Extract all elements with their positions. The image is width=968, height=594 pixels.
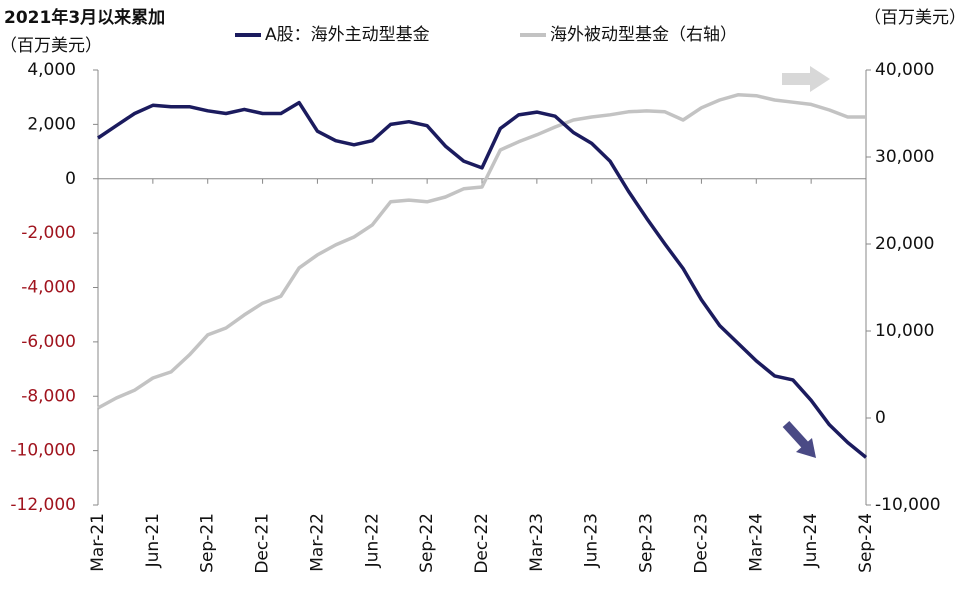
y-axis-label: （百万美元） (0, 36, 102, 56)
y-tick-label: 0 (65, 169, 76, 189)
x-tick-label: Sep-22 (417, 513, 437, 573)
y-tick-label: -12,000 (10, 495, 76, 515)
passive-arrow (782, 66, 830, 92)
legend-label: A股：海外主动型基金 (265, 25, 430, 45)
series-line (97, 93, 866, 410)
chart-title: 2021年3月以来累加 (4, 7, 165, 28)
x-tick-label: Dec-21 (253, 513, 273, 574)
x-tick-label: Mar-22 (307, 513, 327, 572)
y-tick-label: 2,000 (27, 114, 76, 134)
x-tick-label: Sep-23 (637, 513, 657, 573)
y2-tick-label: -10,000 (875, 495, 941, 515)
x-tick-label: Jun-22 (362, 513, 382, 568)
x-tick-label: Jun-23 (582, 513, 602, 568)
y-tick-label: -2,000 (21, 223, 76, 243)
x-tick-label: Mar-24 (746, 513, 766, 572)
x-tick-label: Dec-22 (472, 513, 492, 574)
series-line (97, 100, 868, 459)
legend-label: 海外被动型基金（右轴） (550, 25, 737, 45)
y2-tick-label: 30,000 (875, 147, 934, 167)
y2-axis-label: （百万美元） (864, 8, 966, 28)
x-tick-label: Jun-24 (801, 513, 821, 568)
y2-tick-label: 40,000 (875, 60, 934, 80)
y-tick-label: -4,000 (21, 278, 76, 298)
x-tick-label: Dec-23 (691, 513, 711, 574)
y-tick-label: -8,000 (21, 386, 76, 406)
x-tick-label: Jun-21 (143, 513, 163, 568)
x-tick-label: Sep-24 (856, 513, 876, 573)
y-tick-label: 4,000 (27, 60, 76, 80)
y-tick-label: -10,000 (10, 441, 76, 461)
y2-tick-label: 20,000 (875, 234, 934, 254)
y2-tick-label: 0 (875, 408, 886, 428)
y-tick-label: -6,000 (21, 332, 76, 352)
active-arrow (782, 420, 816, 458)
x-tick-label: Sep-21 (198, 513, 218, 573)
y2-tick-label: 10,000 (875, 321, 934, 341)
x-tick-label: Mar-21 (88, 513, 108, 572)
x-tick-label: Mar-23 (527, 513, 547, 572)
